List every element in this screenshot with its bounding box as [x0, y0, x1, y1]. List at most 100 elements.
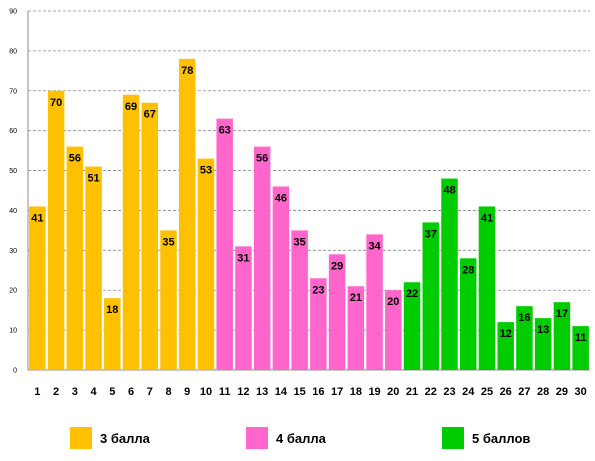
bar-16: [310, 278, 327, 370]
x-tick-label-18: 18: [350, 386, 362, 398]
data-label-15: 35: [294, 236, 306, 248]
data-label-29: 17: [556, 308, 568, 320]
bar-26: [497, 322, 514, 370]
x-tick-label-13: 13: [256, 386, 268, 398]
bar-18: [347, 286, 365, 370]
x-tick-label-25: 25: [481, 386, 493, 398]
bar-27: [516, 306, 533, 370]
bar-24: [459, 258, 477, 370]
data-label-25: 41: [481, 212, 493, 224]
data-labels: 41 70 56 51 18 69 67 35 78 53 63 31 56 46 35 23 29 21 34 20…: [31, 65, 586, 344]
bar-14: [272, 186, 290, 370]
legend-label-4-balla: 4 балла: [276, 430, 326, 446]
legend-label-5-ballov: 5 баллов: [472, 430, 531, 446]
data-label-10: 53: [200, 165, 212, 177]
y-tick-label: 0: [13, 368, 17, 375]
data-label-2: 70: [50, 97, 62, 109]
x-tick-labels: 1 2 3 4 5 6 7 8 9 10 11 12 13 14 15 16 17 18 19 20 21 22 23 24 2…: [34, 386, 586, 398]
x-tick-label-24: 24: [462, 386, 475, 398]
legend-item-4-balla: 4 балла: [246, 427, 326, 449]
x-tick-label-1: 1: [34, 386, 40, 398]
x-tick-label-28: 28: [537, 386, 549, 398]
data-label-9: 78: [181, 65, 193, 77]
x-tick-label-9: 9: [184, 386, 190, 398]
legend-item-5-ballov: 5 баллов: [442, 427, 530, 449]
y-tick-label: 40: [9, 208, 17, 215]
bar-21: [403, 282, 421, 370]
bar-20: [385, 290, 402, 370]
data-label-8: 35: [162, 236, 174, 248]
data-label-21: 22: [406, 288, 418, 300]
bar-10: [197, 158, 215, 370]
x-tick-label-23: 23: [443, 386, 455, 398]
data-label-14: 46: [275, 193, 287, 205]
x-tick-label-3: 3: [72, 386, 78, 398]
y-tick-label: 10: [9, 328, 17, 335]
legend-label-3-balla: 3 балла: [100, 430, 150, 446]
legend-swatch-3-balla: [70, 427, 92, 449]
bar-13: [253, 146, 271, 370]
x-tick-label-10: 10: [200, 386, 212, 398]
bar-9: [178, 58, 196, 370]
bar-6: [122, 94, 140, 371]
y-tick-label: 20: [9, 288, 17, 295]
x-tick-label-22: 22: [425, 386, 437, 398]
data-label-18: 21: [350, 292, 362, 304]
data-label-27: 16: [518, 312, 530, 324]
x-tick-label-8: 8: [165, 386, 171, 398]
data-label-23: 48: [443, 185, 455, 197]
data-label-5: 18: [106, 304, 118, 316]
data-label-6: 69: [125, 101, 137, 113]
bar-15: [291, 230, 308, 370]
legend-item-3-balla: 3 балла: [70, 427, 150, 449]
data-label-30: 11: [575, 332, 587, 344]
x-tick-label-26: 26: [500, 386, 512, 398]
data-label-24: 28: [462, 264, 474, 276]
bar-28: [534, 318, 552, 370]
data-label-26: 12: [500, 328, 512, 340]
data-label-3: 56: [69, 153, 81, 165]
x-tick-label-15: 15: [294, 386, 306, 398]
x-tick-label-12: 12: [237, 386, 249, 398]
x-tick-label-19: 19: [368, 386, 380, 398]
y-tick-label: 90: [9, 9, 17, 16]
y-tick-label: 50: [9, 168, 17, 175]
y-tick-labels: 0 10 20 30 40 50 60 70 80 90: [9, 9, 17, 375]
data-label-12: 31: [237, 252, 249, 264]
data-label-17: 29: [331, 260, 343, 272]
data-label-7: 67: [144, 109, 156, 121]
data-label-22: 37: [425, 228, 437, 240]
x-tick-label-4: 4: [91, 386, 98, 398]
bar-22: [422, 222, 440, 370]
data-label-20: 20: [387, 296, 399, 308]
axes: [27, 11, 590, 371]
y-tick-label: 60: [9, 128, 17, 135]
y-tick-label: 80: [9, 48, 17, 55]
x-tick-label-11: 11: [219, 386, 231, 398]
bar-8: [160, 230, 177, 370]
x-tick-label-29: 29: [556, 386, 568, 398]
gridlines: [28, 10, 590, 331]
bar-5: [104, 298, 121, 370]
bar-7: [141, 102, 159, 370]
data-label-16: 23: [312, 284, 324, 296]
x-tick-label-6: 6: [128, 386, 134, 398]
bar-19: [366, 234, 383, 370]
x-tick-label-14: 14: [275, 386, 288, 398]
x-tick-label-20: 20: [387, 386, 399, 398]
bar-23: [441, 178, 458, 370]
bar-4: [85, 166, 102, 370]
data-label-13: 56: [256, 153, 268, 165]
x-tick-label-2: 2: [53, 386, 59, 398]
bar-17: [328, 254, 346, 370]
legend-swatch-4-balla: [246, 427, 268, 449]
x-tick-label-7: 7: [147, 386, 153, 398]
x-tick-label-5: 5: [109, 386, 115, 398]
bar-25: [478, 206, 496, 370]
bars: [29, 58, 589, 371]
data-label-11: 63: [219, 125, 231, 137]
data-label-19: 34: [368, 240, 381, 252]
x-tick-label-27: 27: [518, 386, 530, 398]
x-tick-label-21: 21: [406, 386, 418, 398]
